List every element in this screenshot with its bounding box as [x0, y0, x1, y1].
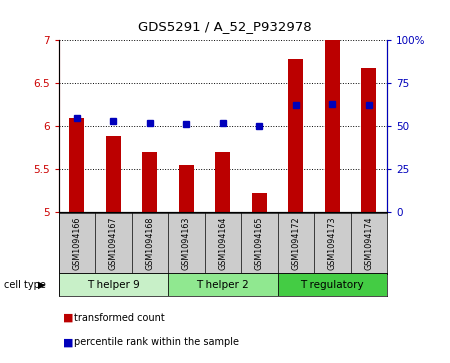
Bar: [278, 273, 387, 296]
Text: GDS5291 / A_52_P932978: GDS5291 / A_52_P932978: [138, 20, 312, 33]
Text: GSM1094163: GSM1094163: [182, 217, 191, 270]
Text: ■: ■: [63, 313, 73, 323]
Text: GSM1094167: GSM1094167: [109, 217, 118, 270]
Bar: [69, 118, 84, 212]
Text: GSM1094168: GSM1094168: [145, 217, 154, 270]
Text: ▶: ▶: [38, 280, 45, 290]
Text: ■: ■: [63, 337, 73, 347]
Text: GSM1094166: GSM1094166: [72, 217, 81, 270]
Bar: [106, 136, 121, 212]
Bar: [58, 273, 168, 296]
Bar: [288, 59, 303, 212]
Text: cell type: cell type: [4, 280, 46, 290]
Bar: [168, 273, 278, 296]
Text: T helper 9: T helper 9: [87, 280, 140, 290]
Bar: [325, 40, 340, 212]
Text: GSM1094172: GSM1094172: [291, 217, 300, 270]
Text: T helper 2: T helper 2: [196, 280, 249, 290]
Text: transformed count: transformed count: [74, 313, 165, 323]
Bar: [252, 192, 266, 212]
Bar: [143, 152, 157, 212]
Bar: [216, 152, 230, 212]
Text: GSM1094174: GSM1094174: [364, 217, 373, 270]
Text: percentile rank within the sample: percentile rank within the sample: [74, 337, 239, 347]
Text: GSM1094165: GSM1094165: [255, 217, 264, 270]
Bar: [361, 68, 376, 212]
Text: GSM1094173: GSM1094173: [328, 217, 337, 270]
Text: GSM1094164: GSM1094164: [218, 217, 227, 270]
Text: T regulatory: T regulatory: [301, 280, 364, 290]
Bar: [179, 165, 194, 212]
